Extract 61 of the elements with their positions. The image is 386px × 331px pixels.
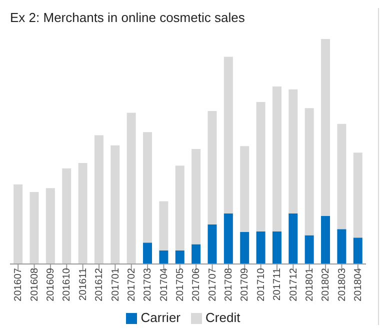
bar [224, 56, 233, 214]
legend-label: Carrier [140, 310, 181, 325]
chart-title: Ex 2: Merchants in online cosmetic sales [9, 9, 246, 25]
bar [192, 149, 201, 244]
bar [126, 112, 136, 264]
x-tick-label: 201705 [175, 268, 186, 302]
x-tick-label: 201607 [13, 268, 24, 302]
bar [78, 162, 88, 264]
x-tick-label: 201706 [191, 268, 202, 302]
bar [321, 216, 330, 264]
bar [353, 152, 362, 238]
bar [240, 232, 250, 264]
bar [143, 242, 152, 264]
bar [62, 168, 72, 264]
bar [240, 146, 250, 232]
x-tick-label: 201710 [256, 268, 267, 302]
x-tick-label: 201712 [288, 268, 300, 302]
bar [337, 124, 346, 230]
x-tick-label: 201708 [224, 268, 235, 302]
x-tick-label: 201610 [62, 268, 73, 302]
bar [208, 224, 217, 264]
x-tick-label: 201609 [46, 268, 57, 302]
x-tick-label: 201709 [240, 268, 251, 302]
x-tick-label: 201704 [158, 268, 170, 302]
bar [321, 39, 330, 216]
bar [175, 250, 184, 264]
x-tick-label: 201612 [94, 268, 106, 302]
bar [159, 250, 168, 264]
bar [175, 166, 184, 250]
bar [353, 238, 362, 264]
x-tick-label: 201703 [142, 268, 154, 302]
bar [272, 86, 282, 232]
bar [304, 108, 314, 236]
x-tick-label: 201801 [304, 268, 316, 302]
bar [14, 184, 23, 264]
legend-label: Credit [206, 310, 240, 325]
bar [94, 135, 104, 264]
x-tick-label: 201804 [353, 268, 364, 302]
bar [304, 235, 314, 264]
bar [110, 145, 120, 264]
bar [256, 231, 266, 264]
x-tick-label: 201608 [29, 268, 40, 302]
bar [288, 213, 298, 264]
bar [224, 213, 233, 264]
x-tick-label: 201711 [272, 268, 284, 301]
x-tick-label: 201701 [110, 268, 122, 302]
bar [272, 231, 282, 264]
bar [288, 89, 298, 214]
x-tick-label: 201802 [320, 268, 332, 302]
bar [159, 201, 168, 250]
x-tick-label: 201611 [78, 268, 89, 301]
bar [208, 111, 217, 224]
bar [192, 244, 201, 264]
bar [143, 132, 152, 243]
x-tick-label: 201803 [336, 268, 348, 302]
x-tick-label: 201707 [207, 268, 218, 302]
bar [256, 102, 266, 232]
x-tick-label: 201702 [126, 268, 138, 302]
bar [337, 229, 346, 264]
bar [30, 192, 39, 264]
bar [46, 188, 55, 264]
